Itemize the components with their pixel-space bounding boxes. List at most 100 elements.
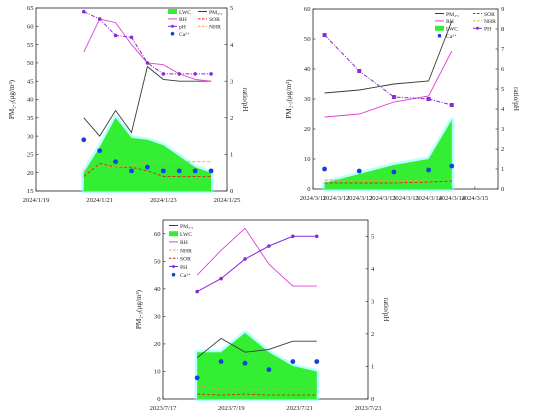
legend-entry-nhr: NHR [473, 19, 496, 25]
nhr-line [324, 178, 452, 182]
x-tick-label: 2024/3/14 [438, 195, 465, 202]
ca-point [290, 359, 296, 364]
y2-tick-label: 4 [230, 42, 234, 49]
y-tick-label: 30 [154, 314, 161, 321]
y2-tick-label: 7 [501, 46, 505, 53]
ph-marker [291, 234, 295, 239]
legend-entry-ph: PH [473, 27, 491, 33]
y-tick-label: 20 [154, 341, 161, 348]
y-tick-label: 0 [157, 396, 161, 403]
legend-label: PM₂.₅ [446, 12, 459, 18]
legend-label: PM₂.₅ [180, 224, 193, 230]
y-tick-label: 30 [304, 96, 311, 103]
ca-point [160, 168, 166, 174]
y-axis-title: PM₂.₅(μg/m³) [135, 289, 143, 329]
y2-tick-label: 4 [371, 266, 375, 273]
legend-entry-pm: PM₂.₅ [435, 12, 459, 18]
legend-entry-pm: PM₂.₅ [198, 10, 222, 16]
legend-label: Ca²⁺ [179, 31, 190, 38]
ph-marker [161, 72, 166, 76]
y2-tick-label: 8 [501, 26, 505, 33]
x-tick-label: 2024/3/13 [392, 195, 419, 202]
y-tick-label: 60 [27, 24, 34, 31]
y2-tick-label: 2 [371, 331, 374, 338]
y2-tick-label: 1 [230, 152, 233, 159]
legend-entry-sor: SOR [169, 257, 191, 263]
legend-marker-ph [171, 24, 174, 28]
y2-tick-label: 0 [501, 186, 505, 193]
pm-line [83, 65, 212, 137]
legend-marker-ph [476, 26, 479, 30]
ph-marker [209, 72, 213, 76]
legend-entry-lwc: LWC [435, 25, 458, 33]
x-tick-label: 2023/7/19 [218, 405, 245, 412]
ca-point [218, 359, 224, 364]
legend-label: SOR [484, 12, 495, 18]
y-tick-label: 10 [154, 369, 161, 376]
y2-tick-label: 2 [501, 146, 504, 153]
y-axis-title: PM₂.₅(μg/m³) [8, 79, 16, 119]
ca-point [242, 360, 248, 366]
y2-axis-title: ratio/pH [512, 87, 520, 111]
ph-marker [243, 257, 247, 261]
legend-entry-nhr: NHR [198, 25, 221, 31]
y-tick-label: 50 [154, 259, 161, 266]
chart-panel-b: 010203040506001234567892024/3/112024/3/1… [285, 6, 520, 202]
rh-line [83, 18, 212, 82]
ph-marker [113, 33, 118, 38]
legend-label: PH [180, 265, 187, 271]
legend-label: Ca²⁺ [446, 33, 457, 40]
legend-entry-lwc: LWC [169, 231, 192, 238]
x-tick-label: 2024/1/19 [23, 197, 50, 204]
legend-label: SOR [209, 17, 220, 23]
legend-entry-rh: RH [169, 240, 188, 246]
legend-swatch-lwc [435, 25, 444, 31]
y2-tick-label: 9 [501, 6, 505, 13]
ph-line [196, 235, 317, 293]
legend-label: NHR [209, 25, 221, 31]
legend-label: PH [484, 27, 491, 33]
legend-label: NHR [484, 19, 496, 25]
ph-marker [145, 61, 150, 65]
x-tick-label: 2024/3/12 [323, 195, 350, 202]
y2-tick-label: 1 [371, 364, 374, 371]
ca-point [194, 375, 200, 381]
legend-swatch-ca [170, 31, 175, 36]
ca-point [266, 367, 272, 373]
x-tick-label: 2024/3/12 [346, 195, 373, 202]
y-axis-title: PM₂.₅(μg/m³) [285, 79, 293, 119]
rh-line [324, 50, 453, 118]
legend-entry-nhr: NHR [169, 248, 192, 254]
ca-point [314, 359, 320, 364]
ca-point [176, 168, 182, 174]
y2-tick-label: 3 [501, 126, 505, 133]
legend-swatch-ca [171, 272, 176, 277]
ca-point [97, 148, 103, 154]
pm-line [196, 337, 317, 359]
y-tick-label: 40 [154, 286, 161, 293]
sor-line [324, 180, 452, 184]
rh-line [196, 227, 317, 287]
y2-tick-label: 5 [230, 5, 234, 12]
x-tick-label: 2024/1/21 [86, 197, 113, 204]
ca-point [391, 169, 397, 175]
y-tick-label: 60 [154, 231, 161, 238]
lwc-area [197, 332, 317, 399]
legend-entry-ca: Ca²⁺ [437, 33, 457, 40]
ca-point [145, 164, 150, 170]
ph-marker [426, 97, 431, 101]
y-tick-label: 35 [27, 115, 34, 122]
legend-entry-sor: SOR [473, 12, 495, 18]
legend-label: pH [179, 25, 186, 31]
y2-tick-label: 3 [230, 78, 234, 85]
ph-marker [193, 72, 197, 76]
ph-marker [267, 244, 271, 248]
x-tick-label: 2024/1/25 [214, 197, 241, 204]
ph-marker [357, 69, 362, 73]
y2-tick-label: 4 [501, 106, 505, 113]
legend-label: PM₂.₅ [209, 10, 222, 16]
y-tick-label: 20 [27, 170, 34, 177]
ph-marker [449, 103, 454, 107]
